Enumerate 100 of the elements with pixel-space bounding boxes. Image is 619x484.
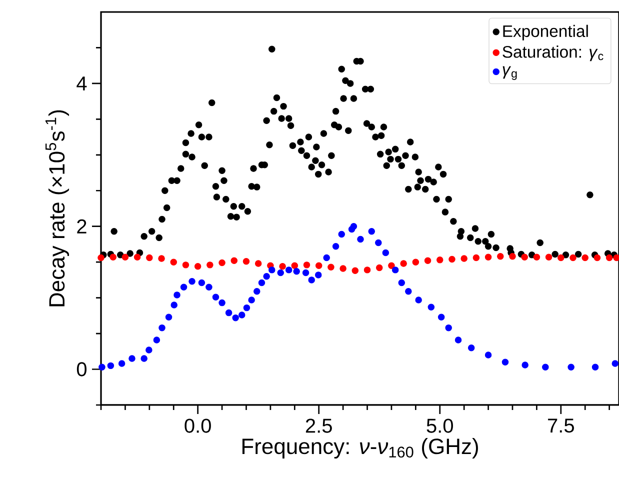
x-tick-label: 2.5 [306,418,332,433]
point [194,262,202,270]
point [206,262,214,268]
point [357,236,364,243]
point [315,262,322,270]
point [308,276,315,284]
point [398,279,406,286]
point [258,279,266,286]
point [303,262,310,268]
point [248,296,255,304]
point [254,260,262,267]
point [352,267,359,274]
point [122,254,129,260]
point [206,284,212,290]
point [279,262,286,270]
point [242,258,250,265]
point [522,362,528,368]
y-tick-label: 4 [76,76,87,90]
point [340,265,346,272]
point [400,260,407,267]
point [146,346,152,354]
point [158,324,166,332]
point [238,312,246,318]
point [533,254,540,260]
point [382,249,390,256]
point [415,296,422,304]
point [110,254,116,260]
point [375,239,382,246]
point [424,257,432,264]
point [153,336,160,344]
point [218,299,226,306]
point [140,355,148,362]
point [302,269,310,276]
y-tick-label: 2 [77,219,86,234]
point [454,336,462,344]
point [170,258,177,266]
point [212,294,220,300]
point [436,256,444,264]
point [460,255,468,262]
point [468,344,475,352]
point [232,314,239,322]
point [158,255,165,262]
point [98,364,106,370]
point [472,254,480,262]
point [594,254,601,262]
point [445,324,452,332]
point [448,256,456,263]
point [338,230,345,238]
point [291,262,298,270]
point [118,360,126,367]
y-axis-title: Decay rate (×10$^{5}$s$^{-1}$) [46,110,70,306]
point [293,268,300,275]
legend-label: Saturation: γ$_{c}$ [502,46,604,62]
point [484,352,492,358]
point [285,266,292,274]
point [582,254,588,262]
x-tick-label: 0.0 [184,418,211,433]
point [570,254,576,262]
point [254,288,260,295]
legend-label: γ$_{g}$ [502,66,517,80]
point [568,364,574,370]
point [243,304,250,312]
point [521,254,528,260]
x-tick-label: 5.0 [426,418,453,433]
point [412,258,420,266]
point [134,254,141,260]
point [364,266,371,274]
x-axis-title: Frequency: ν-ν$_{160}$ (GHz) [242,438,478,459]
point [98,254,104,262]
point [484,254,492,260]
point [542,364,549,370]
point [174,292,180,298]
point [268,266,276,274]
point [323,254,330,262]
point [428,304,435,310]
point [350,222,358,230]
point [263,272,270,280]
point [165,314,172,320]
point [388,262,395,270]
point [198,279,206,286]
point [328,264,334,270]
y-tick-label: 0 [76,362,86,376]
point [218,259,226,266]
point [558,254,564,262]
point [180,284,188,290]
point [592,364,599,370]
point [497,252,504,260]
point [509,252,516,260]
point [438,314,445,320]
point [182,262,190,268]
point [405,288,412,295]
point [107,362,114,370]
point [332,242,340,250]
point [392,266,399,274]
point [188,278,196,285]
point [225,309,232,316]
x-tick-label: 7.5 [548,418,574,433]
point [230,257,238,264]
point [545,254,552,260]
point [170,302,178,308]
